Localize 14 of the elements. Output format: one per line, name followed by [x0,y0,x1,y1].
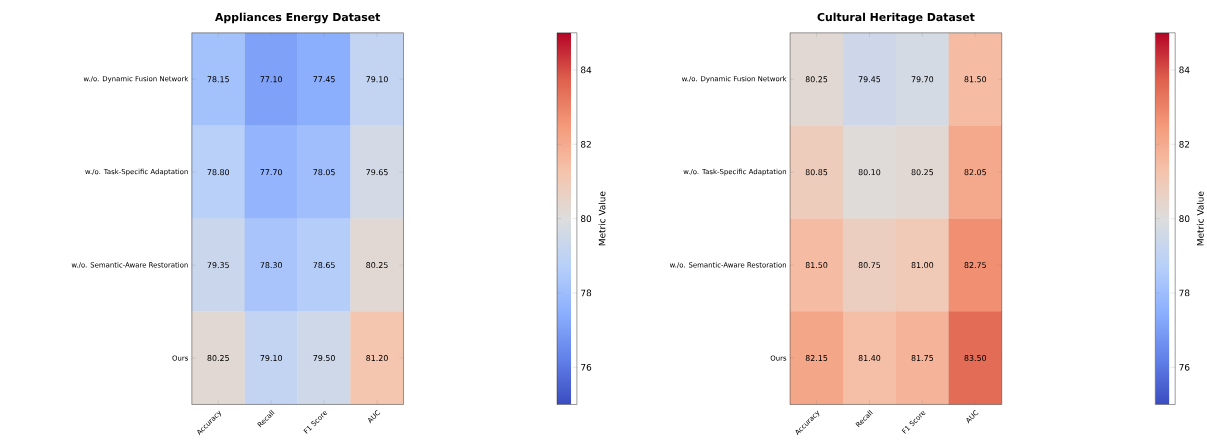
color-bar-title: Metric Value [598,191,606,246]
color-bar-label: 84 [581,66,592,74]
color-bar-label: 76 [581,363,592,371]
color-bar-label: 78 [581,289,592,297]
color-bar-label: 80 [1179,215,1190,222]
color-bar-label: 82 [581,140,591,148]
chart-title: Cultural Heritage Dataset [817,12,975,24]
color-bar-label: 82 [1179,140,1190,148]
color-bar-label: 76 [1179,363,1190,371]
color-bar-label: 80 [581,215,592,222]
color-bar-label: 78 [1179,289,1190,297]
color-bar-label: 84 [1179,66,1190,74]
chart-title: Appliances Energy Dataset [215,12,381,24]
color-bar-title: Metric Value [1196,191,1204,246]
